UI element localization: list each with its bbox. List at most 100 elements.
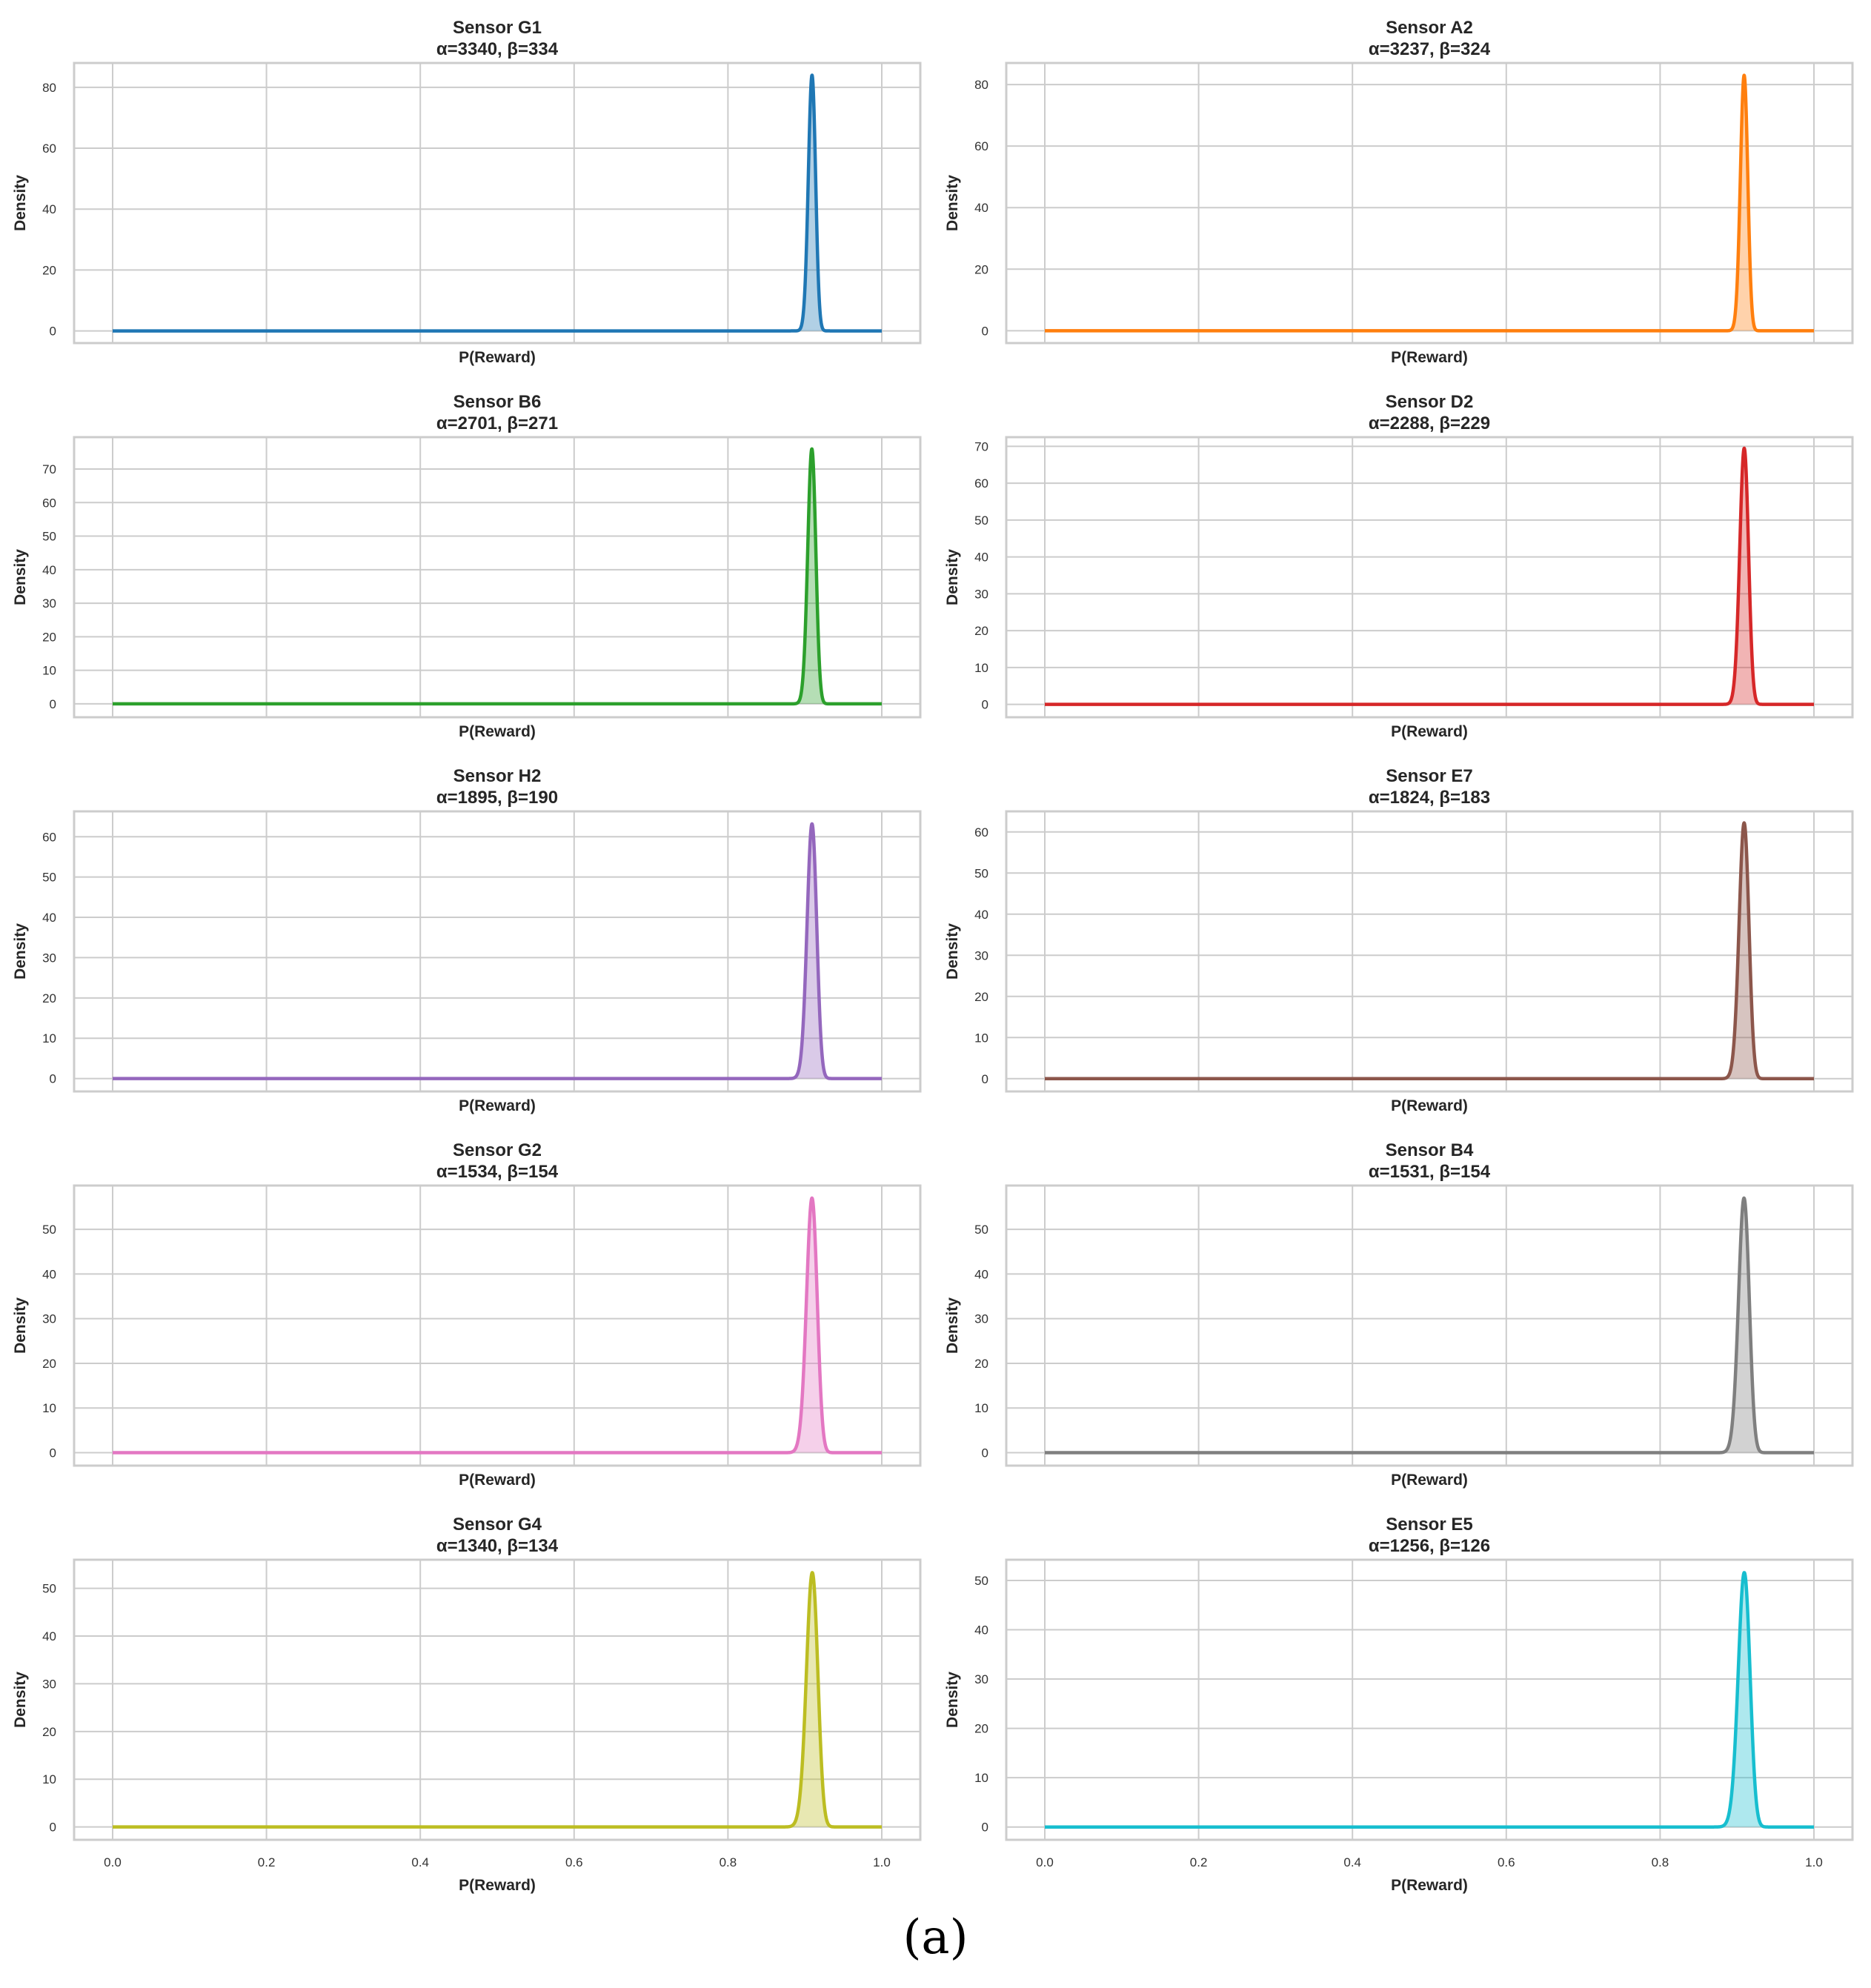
subplot-subtitle: α=1824, β=183: [1369, 788, 1490, 808]
y-tick-label: 0: [982, 324, 988, 338]
y-tick-label: 10: [42, 1031, 56, 1045]
y-tick-label: 20: [42, 991, 56, 1005]
density-area: [1718, 75, 1770, 331]
density-area: [771, 1572, 853, 1827]
y-tick-label: 0: [50, 325, 56, 339]
x-axis-label: P(Reward): [459, 1472, 536, 1489]
y-tick-label: 60: [42, 830, 56, 844]
plot-frame: [73, 61, 922, 345]
y-tick-label: 30: [974, 948, 988, 963]
y-tick-label: 40: [974, 908, 988, 922]
y-tick-label: 0: [982, 698, 988, 712]
y-tick-label: 20: [42, 630, 56, 644]
y-tick-label: 50: [974, 1574, 988, 1588]
y-tick-label: 40: [974, 201, 988, 215]
density-area: [1706, 1197, 1782, 1453]
x-tick-label: 0.6: [565, 1855, 583, 1869]
x-tick-label: 0.0: [104, 1855, 122, 1869]
subplot-sensor-b6: Sensor B6α=2701, β=271 0 10 20 30 40 50 60 70 P(R…: [12, 392, 922, 740]
subplot-subtitle: α=2701, β=271: [436, 413, 558, 433]
x-axis-label: P(Reward): [459, 349, 536, 366]
subplot-subtitle: α=1340, β=134: [436, 1536, 559, 1556]
subplot-sensor-e5: Sensor E5α=1256, β=126 0 10 20 30 40 50 P(Rewar…: [944, 1515, 1854, 1894]
subplot-title: Sensor G4: [453, 1515, 542, 1535]
y-tick-label: 40: [974, 1623, 988, 1638]
y-tick-label: 0: [982, 1821, 988, 1835]
y-tick-label: 60: [42, 142, 56, 156]
density-line: [113, 447, 882, 706]
x-tick-label: 0.6: [1498, 1855, 1515, 1869]
plot-frame: [73, 1184, 922, 1467]
subplot-subtitle: α=2288, β=229: [1369, 413, 1490, 433]
plot-frame: [73, 1558, 922, 1841]
y-tick-label: 20: [42, 1357, 56, 1371]
y-tick-label: 70: [974, 439, 988, 453]
y-tick-label: 30: [974, 1312, 988, 1326]
subplot-subtitle: α=1256, β=126: [1369, 1536, 1490, 1556]
plot-frame: [1005, 810, 1854, 1093]
subplot-sensor-b4: Sensor B4α=1531, β=154 0 10 20 30 40 50 P(Rewar…: [944, 1140, 1854, 1489]
y-tick-label: 50: [42, 530, 56, 544]
x-tick-label: 0.0: [1036, 1855, 1054, 1869]
x-tick-label: 0.4: [411, 1855, 429, 1869]
y-tick-label: 10: [42, 1772, 56, 1786]
y-tick-label: 60: [974, 476, 988, 491]
subplot-title: Sensor E7: [1386, 766, 1472, 786]
density-area: [782, 448, 840, 704]
y-tick-label: 40: [42, 1267, 56, 1281]
subplot-title: Sensor G1: [453, 18, 542, 38]
plot-frame: [1005, 1558, 1854, 1841]
plot-frame: [73, 810, 922, 1093]
subplot-sensor-h2: Sensor H2α=1895, β=190 0 10 20 30 40 50 60 P(Rew…: [12, 766, 922, 1114]
y-tick-label: 30: [974, 587, 988, 601]
subplot-title: Sensor D2: [1386, 392, 1474, 412]
subplot-sensor-g4: Sensor G4α=1340, β=134 0 10 20 30 40 50 P(Rewar…: [12, 1515, 922, 1894]
y-tick-label: 10: [42, 664, 56, 678]
density-area: [1702, 1572, 1786, 1827]
y-axis-label: Density: [944, 1672, 961, 1728]
y-tick-label: 10: [974, 661, 988, 675]
subplot-sensor-a2: Sensor A2α=3237, β=324 0 20 40 60 80 P(Reward)…: [944, 18, 1854, 366]
subplot-sensor-g2: Sensor G2α=1534, β=154 0 10 20 30 40 50 P(Rewar…: [12, 1140, 922, 1489]
y-axis-label: Density: [12, 549, 29, 605]
x-axis-label: P(Reward): [459, 723, 536, 740]
subplot-subtitle: α=1531, β=154: [1369, 1162, 1491, 1182]
density-area: [777, 823, 846, 1079]
plot-frame: [73, 436, 922, 719]
x-axis-label: P(Reward): [1391, 723, 1468, 740]
density-line: [113, 1196, 882, 1455]
y-tick-label: 0: [50, 1446, 56, 1460]
subplot-subtitle: α=3340, β=334: [436, 39, 559, 59]
y-tick-label: 0: [50, 1072, 56, 1086]
x-tick-label: 0.8: [720, 1855, 737, 1869]
y-tick-label: 50: [974, 1223, 988, 1237]
subplot-sensor-g1: Sensor G1α=3340, β=334 0 20 40 60 80 P(Reward)…: [12, 18, 922, 366]
x-tick-label: 0.2: [258, 1855, 276, 1869]
density-line: [113, 822, 882, 1080]
y-tick-label: 40: [42, 563, 56, 577]
y-tick-label: 20: [42, 1725, 56, 1739]
y-tick-label: 40: [974, 551, 988, 565]
y-tick-label: 30: [42, 1312, 56, 1326]
subplot-subtitle: α=3237, β=324: [1369, 39, 1491, 59]
subplot-title: Sensor B6: [453, 392, 542, 412]
density-line: [1045, 446, 1814, 706]
y-tick-label: 40: [42, 202, 56, 216]
density-area: [1709, 822, 1779, 1079]
y-tick-label: 50: [42, 1582, 56, 1596]
y-tick-label: 50: [974, 513, 988, 528]
x-tick-label: 1.0: [873, 1855, 891, 1869]
y-axis-label: Density: [944, 175, 961, 231]
y-tick-label: 0: [50, 1821, 56, 1835]
subplot-title: Sensor G2: [453, 1140, 542, 1160]
x-axis-label: P(Reward): [459, 1877, 536, 1894]
y-tick-label: 20: [974, 624, 988, 638]
density-line: [1045, 73, 1814, 333]
y-tick-label: 50: [42, 1223, 56, 1237]
plot-frame: [1005, 1184, 1854, 1467]
y-tick-label: 0: [982, 1446, 988, 1460]
y-tick-label: 70: [42, 462, 56, 476]
x-tick-label: 0.2: [1190, 1855, 1208, 1869]
y-axis-label: Density: [944, 549, 961, 605]
